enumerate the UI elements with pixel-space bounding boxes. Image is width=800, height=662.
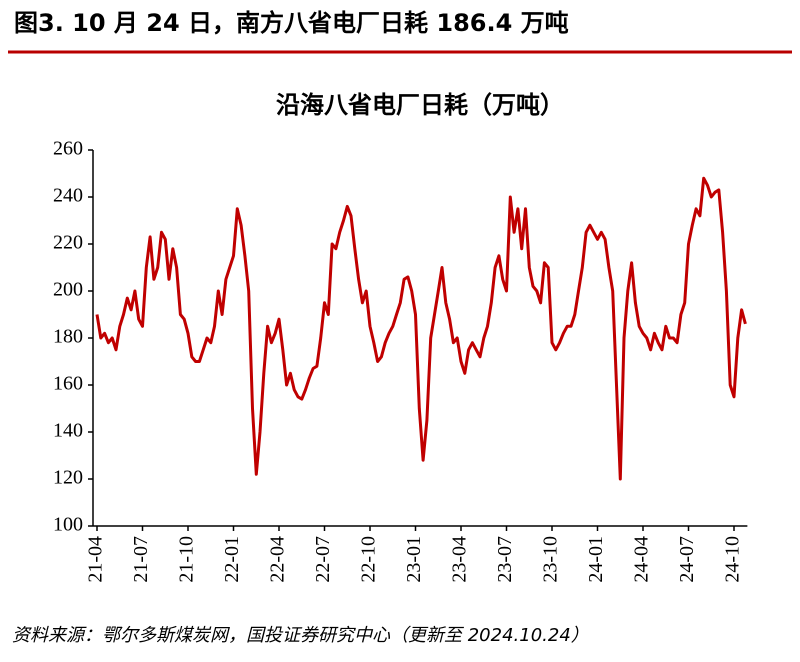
x-tick-label: 22-01 (221, 536, 243, 583)
x-tick-label: 24-01 (585, 536, 607, 583)
y-tick-label: 180 (53, 326, 83, 348)
x-tick-label: 24-10 (722, 536, 744, 583)
y-tick-label: 200 (53, 279, 83, 301)
figure-title: 图3. 10 月 24 日，南方八省电厂日耗 186.4 万吨 (14, 9, 569, 37)
x-tick-label: 22-07 (312, 536, 334, 583)
x-tick-label: 23-10 (540, 536, 562, 583)
x-tick-label: 24-04 (631, 536, 653, 583)
x-tick-label: 24-07 (676, 536, 698, 583)
x-tick-label: 22-10 (358, 536, 380, 583)
chart-title: 沿海八省电厂日耗（万吨） (276, 91, 564, 119)
x-tick-label: 21-04 (85, 536, 107, 583)
x-tick-label: 23-01 (403, 536, 425, 583)
y-tick-label: 120 (53, 467, 83, 489)
x-tick-label: 23-04 (449, 536, 471, 583)
y-tick-label: 220 (53, 232, 83, 254)
y-tick-label: 260 (53, 138, 83, 160)
y-tick-label: 100 (53, 514, 83, 536)
x-tick-label: 23-07 (494, 536, 516, 583)
y-tick-label: 140 (53, 420, 83, 442)
y-tick-label: 240 (53, 185, 83, 207)
x-tick-label: 21-10 (176, 536, 198, 583)
data-line (95, 176, 747, 481)
x-tick-label: 21-07 (130, 536, 152, 583)
source-note: 资料来源：鄂尔多斯煤炭网，国投证券研究中心（更新至 2024.10.24） (12, 625, 589, 646)
y-tick-label: 160 (53, 373, 83, 395)
x-tick-label: 22-04 (267, 536, 289, 583)
